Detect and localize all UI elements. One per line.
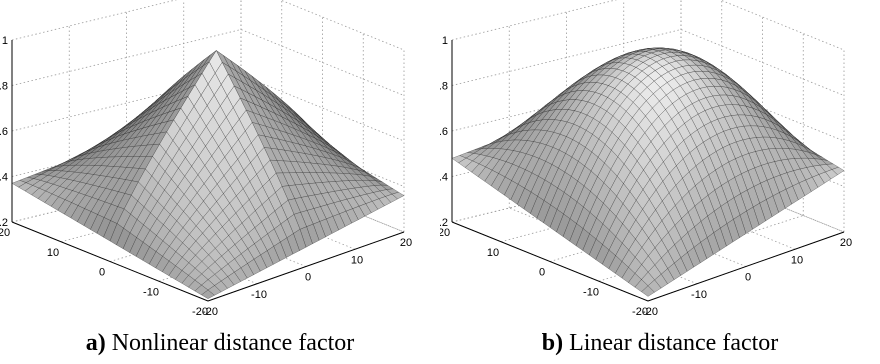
- plot-a-surface: [11, 50, 405, 299]
- plot-b-y-tick-label: 0: [539, 267, 545, 279]
- plot-a-axes: [11, 40, 405, 302]
- plot-b-z-tick-label: 0.6: [440, 126, 448, 138]
- plot-a-z-tick-label: 0.6: [0, 126, 8, 138]
- plot-b-surface-cell: [641, 285, 655, 297]
- plot-a-x-tick-label: 10: [351, 254, 363, 266]
- plot-a-x-axis: [207, 231, 405, 302]
- plot-b-y-axis: [451, 221, 649, 302]
- plot-a-surface-cell: [201, 289, 215, 299]
- plot-a-y-tick-label: 10: [47, 247, 59, 259]
- plot-b-gridline-floor-x: [680, 165, 845, 233]
- plot-a-y-tick-label: 20: [0, 227, 10, 239]
- plot-b-z-tick-label: 0.8: [440, 81, 448, 93]
- plot-b-surface: [451, 47, 845, 297]
- plot-b-axes: [451, 40, 845, 302]
- caption-a-text: Nonlinear distance factor: [105, 330, 355, 356]
- plot-a-y-tick-label: -10: [143, 286, 159, 298]
- plot-b-gridline-z: [451, 165, 845, 233]
- plot-b-gridline-z: [451, 29, 845, 96]
- plot-b-z-tick-label: 1: [442, 35, 448, 47]
- plot-a-z-tick-label: 0.4: [0, 172, 8, 184]
- plot-b-y-tick-label: -20: [632, 306, 648, 318]
- plot-b-y-tick-label: 10: [487, 247, 499, 259]
- plot-b-x-axis: [647, 231, 845, 302]
- caption-b: b) Linear distance factor: [440, 330, 880, 357]
- plot-a-z-tick-label: 0.8: [0, 81, 8, 93]
- plot-b-z-tick-label: 0.4: [440, 172, 448, 184]
- plot-a-x-tick-label: -10: [251, 289, 267, 301]
- plot-a-gridline-floor-x: [240, 165, 405, 233]
- plot-b-x-tick-label: 0: [745, 272, 751, 284]
- plot-a-y-tick-label: -20: [192, 306, 208, 318]
- caption-a-letter: a): [85, 330, 106, 356]
- plot-a-gridline-z: [11, 0, 405, 51]
- plot-a-gridline-z: [11, 29, 405, 96]
- plot-b-y-tick-label: -10: [583, 286, 599, 298]
- plot-a-x-tick-label: 20: [400, 237, 412, 249]
- plot-b-z-tick-label: 0.2: [440, 217, 448, 229]
- plot-b-x-tick-label: -20: [642, 306, 658, 318]
- plot-a-x-tick-label: -20: [202, 306, 218, 318]
- plot-b-x-tick-label: 20: [840, 237, 852, 249]
- plot-b-gridline-z: [451, 74, 845, 142]
- plot-a-x-tick-label: 0: [305, 272, 311, 284]
- plot-b-x-tick-label: -10: [691, 289, 707, 301]
- plot-a-y-tick-label: 0: [99, 267, 105, 279]
- plot-b-x-tick-label: 10: [791, 254, 803, 266]
- caption-a: a) Nonlinear distance factor: [0, 330, 440, 357]
- plot-a-z-tick-label: 1: [2, 35, 8, 47]
- plot-b-gridline-z: [451, 0, 845, 51]
- plot-a-gridline-z: [11, 74, 405, 142]
- caption-b-text: Linear distance factor: [563, 330, 779, 356]
- caption-b-letter: b): [541, 330, 564, 356]
- plot-a-z-tick-label: 0.2: [0, 217, 8, 229]
- plot-a-y-axis: [11, 221, 209, 302]
- plot-b-y-tick-label: 20: [440, 227, 450, 239]
